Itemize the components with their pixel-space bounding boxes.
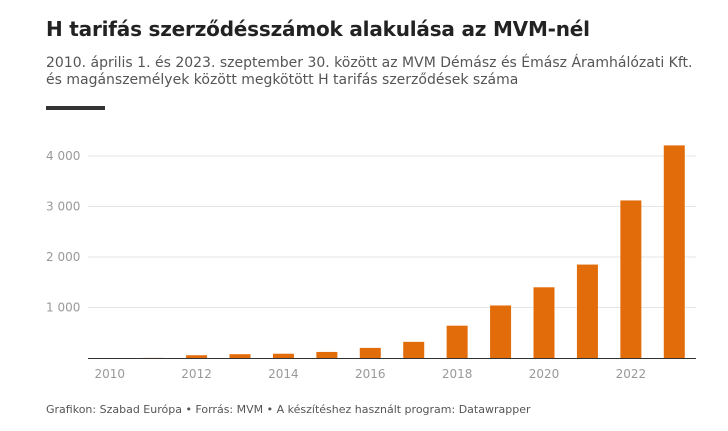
bar-2020 [533,287,555,358]
bar-2019 [490,305,512,358]
x-tick-label: 2016 [355,367,386,381]
bar-2023 [663,145,685,358]
bar-2022 [620,200,642,358]
x-tick-label: 2010 [94,367,125,381]
x-axis-ticks: 2010 2012 2014 2016 2018 2020 2022 [94,367,646,381]
bar-2018 [446,325,468,358]
bar-2016 [359,347,381,358]
x-tick-label: 2020 [529,367,560,381]
chart-footer: Grafikon: Szabad Európa • Forrás: MVM • … [46,403,531,416]
bar-2014 [272,353,294,358]
y-tick-label: 2 000 [46,250,80,264]
bar-2017 [403,341,425,358]
x-tick-label: 2012 [181,367,212,381]
x-tick-label: 2022 [616,367,647,381]
bar-2013 [229,354,251,358]
bar-2021 [576,264,598,358]
bars [142,145,685,358]
chart-title: H tarifás szerződésszámok alakulása az M… [46,17,590,41]
title-rule [46,106,105,110]
y-tick-label: 1 000 [46,301,80,315]
y-tick-label: 4 000 [46,149,80,163]
bar-2015 [316,351,338,358]
y-tick-label: 3 000 [46,200,80,214]
x-tick-label: 2014 [268,367,299,381]
y-axis-ticks: 1 000 2 000 3 000 4 000 [46,149,80,315]
x-tick-label: 2018 [442,367,473,381]
grid-lines [88,155,696,308]
bar-2012 [186,355,208,358]
chart-subtitle: 2010. április 1. és 2023. szeptember 30.… [46,55,693,88]
